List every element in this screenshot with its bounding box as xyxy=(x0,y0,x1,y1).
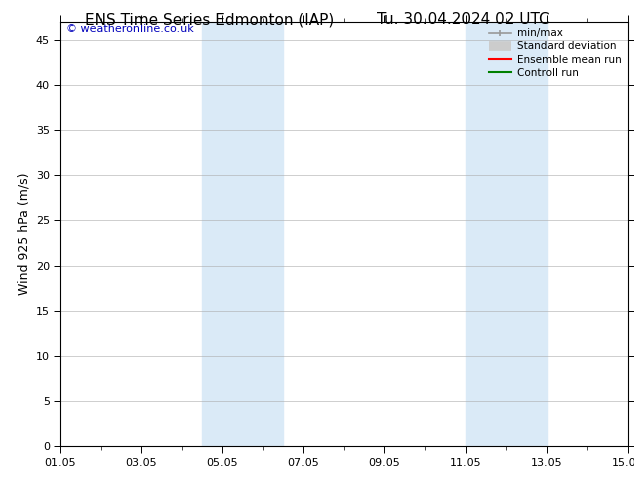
Bar xyxy=(202,22,283,446)
Text: ENS Time Series Edmonton (IAP): ENS Time Series Edmonton (IAP) xyxy=(84,12,334,27)
Legend: min/max, Standard deviation, Ensemble mean run, Controll run: min/max, Standard deviation, Ensemble me… xyxy=(484,24,626,82)
Y-axis label: Wind 925 hPa (m/s): Wind 925 hPa (m/s) xyxy=(17,173,30,295)
Text: Tu. 30.04.2024 02 UTC: Tu. 30.04.2024 02 UTC xyxy=(377,12,549,27)
Text: © weatheronline.co.uk: © weatheronline.co.uk xyxy=(66,24,193,34)
Bar xyxy=(465,22,547,446)
